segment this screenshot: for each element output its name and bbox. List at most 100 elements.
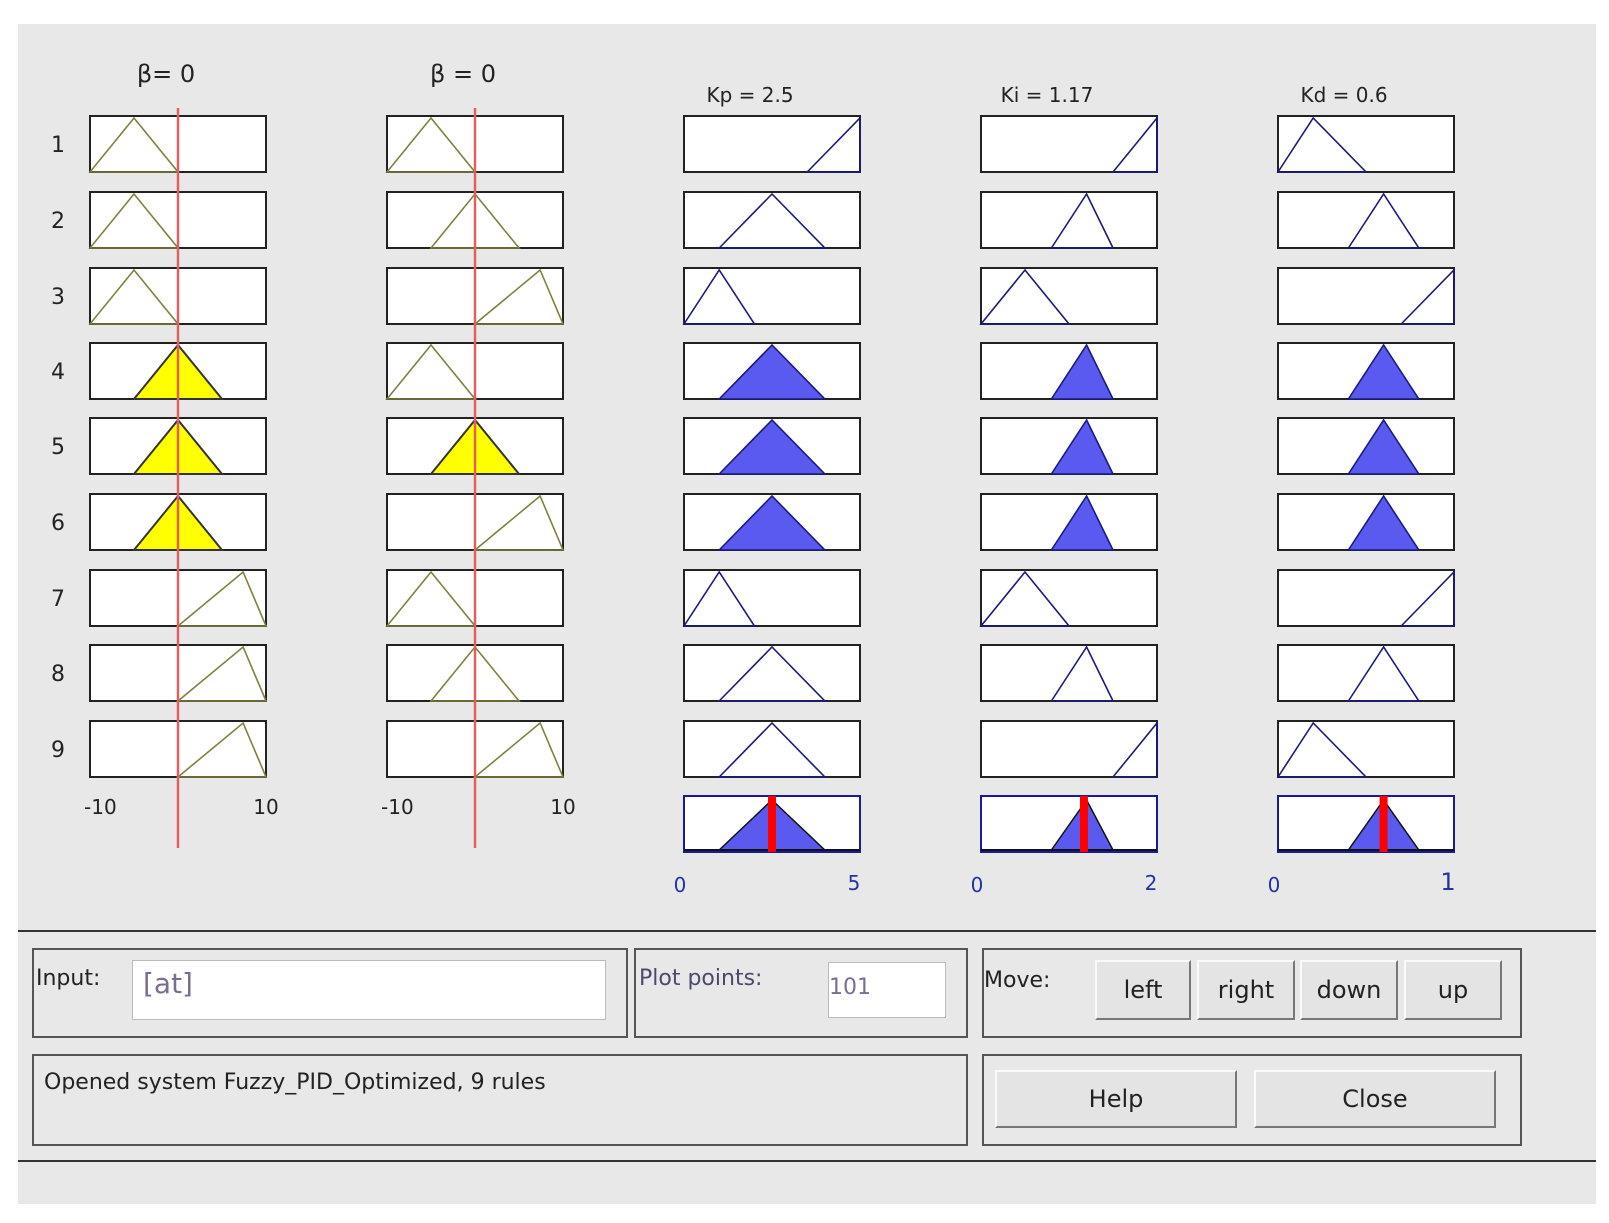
output-1-range-max: 5 xyxy=(848,871,861,895)
rule-1-input1-mf xyxy=(88,116,180,173)
rule-9-kd-box xyxy=(1277,720,1455,778)
plot-points-label: Plot points: xyxy=(639,966,763,991)
move-panel xyxy=(982,948,1522,1038)
rule-9-input1-mf xyxy=(175,721,268,778)
rule-number-4: 4 xyxy=(51,360,65,385)
rule-number-6: 6 xyxy=(51,511,65,536)
move-down-button[interactable]: down xyxy=(1300,960,1398,1020)
rule-3-kp-box xyxy=(683,267,861,325)
rule-2-kp-box xyxy=(683,191,861,249)
rule-3-kp-mf xyxy=(682,268,756,325)
output-kp-header: Kp = 2.5 xyxy=(706,83,793,107)
rule-7-input1-mf xyxy=(175,570,268,627)
rule-number-3: 3 xyxy=(51,285,65,310)
rule-6-ki-mf xyxy=(1049,494,1115,551)
move-label: Move: xyxy=(984,968,1051,993)
rule-3-kd-mf xyxy=(1399,268,1455,325)
rule-3-kd-box xyxy=(1277,267,1455,325)
input-2-range-min: -10 xyxy=(381,795,414,819)
input-1-header: β= 0 xyxy=(137,60,195,88)
input-2-range-max: 10 xyxy=(550,795,575,819)
rule-9-kd-mf xyxy=(1276,721,1368,778)
rule-number-8: 8 xyxy=(51,662,65,687)
rule-2-ki-mf xyxy=(1049,192,1115,249)
rule-2-kd-mf xyxy=(1346,192,1421,249)
rule-2-input1-mf xyxy=(88,192,180,249)
rule-1-ki-mf xyxy=(1111,115,1158,173)
rule-3-ki-box xyxy=(980,267,1158,325)
rule-7-kp-box xyxy=(683,569,861,627)
output-1-range-min: 0 xyxy=(674,873,687,897)
rule-3-input1-mf xyxy=(88,268,180,325)
rule-7-ki-box xyxy=(980,569,1158,627)
output-kd-header: Kd = 0.6 xyxy=(1300,83,1387,107)
rule-8-ki-mf xyxy=(1049,645,1115,702)
move-left-label: left xyxy=(1123,976,1163,1004)
rule-1-kd-mf xyxy=(1276,116,1368,173)
status-panel: Opened system Fuzzy_PID_Optimized, 9 rul… xyxy=(32,1054,968,1146)
rule-8-input1-mf xyxy=(175,645,268,702)
rule-6-kd-mf xyxy=(1346,494,1421,551)
help-close-panel xyxy=(982,1054,1522,1146)
rule-9-ki-box xyxy=(980,720,1158,778)
rule-1-input2-mf xyxy=(385,116,477,173)
rule-4-input2-mf xyxy=(385,343,477,400)
rule-2-kp-mf xyxy=(717,192,827,249)
rule-7-input2-mf xyxy=(385,570,477,627)
rule-8-kp-mf xyxy=(717,645,827,702)
plot-points-field[interactable]: 101 xyxy=(828,962,946,1018)
rule-5-kd-mf xyxy=(1346,418,1421,475)
move-right-button[interactable]: right xyxy=(1197,960,1295,1020)
input-1-range-max: 10 xyxy=(253,795,278,819)
rule-4-kd-mf xyxy=(1346,343,1421,400)
rule-4-ki-mf xyxy=(1049,343,1115,400)
input-2-header: β = 0 xyxy=(430,60,496,88)
rule-5-ki-mf xyxy=(1049,418,1115,475)
close-label: Close xyxy=(1342,1085,1408,1113)
rule-number-2: 2 xyxy=(51,209,65,234)
rule-1-kd-box xyxy=(1277,115,1455,173)
move-up-button[interactable]: up xyxy=(1404,960,1502,1020)
move-left-button[interactable]: left xyxy=(1095,960,1191,1020)
input-1-range-min: -10 xyxy=(84,795,117,819)
rule-1-kp-box xyxy=(683,115,861,173)
rule-7-ki-mf xyxy=(979,570,1071,627)
plot-points-panel xyxy=(634,948,968,1038)
move-right-label: right xyxy=(1217,976,1275,1004)
rule-number-5: 5 xyxy=(51,435,65,460)
move-down-label: down xyxy=(1316,976,1382,1004)
status-text: Opened system Fuzzy_PID_Optimized, 9 rul… xyxy=(44,1070,546,1095)
rule-9-input2-mf xyxy=(472,721,565,778)
move-up-label: up xyxy=(1437,976,1469,1004)
rule-3-input2-mf xyxy=(472,268,565,325)
bottom-divider xyxy=(18,1160,1596,1162)
output-3-range-max: 1 xyxy=(1440,868,1455,896)
input-field[interactable]: [at] xyxy=(132,960,606,1020)
rule-9-ki-mf xyxy=(1111,720,1158,778)
rule-number-9: 9 xyxy=(51,738,65,763)
rule-viewer-window: 1 2 3 4 5 6 7 8 9 β= 0 -10 10 β = 0 -10 10 Kp = 2.5 0 5 Ki… xyxy=(18,24,1596,1204)
output-2-range-min: 0 xyxy=(971,873,984,897)
rule-9-kp-mf xyxy=(717,721,827,778)
help-label: Help xyxy=(1088,1085,1144,1113)
rule-8-kp-box xyxy=(683,644,861,702)
rule-3-ki-mf xyxy=(979,268,1071,325)
rule-5-kp-mf xyxy=(717,418,827,475)
rule-7-kd-mf xyxy=(1399,570,1455,627)
rule-8-kd-mf xyxy=(1346,645,1421,702)
output-3-range-min: 0 xyxy=(1268,873,1281,897)
top-divider xyxy=(18,930,1596,932)
rule-1-kp-mf xyxy=(805,116,861,173)
rule-6-kp-mf xyxy=(717,494,827,551)
help-button[interactable]: Help xyxy=(995,1070,1237,1128)
rule-9-kp-box xyxy=(683,720,861,778)
input-panel xyxy=(32,948,628,1038)
output-2-range-max: 2 xyxy=(1145,871,1158,895)
rule-1-ki-box xyxy=(980,115,1158,173)
close-button[interactable]: Close xyxy=(1254,1070,1496,1128)
rule-7-kp-mf xyxy=(682,570,756,627)
rule-number-1: 1 xyxy=(51,133,65,158)
rule-number-7: 7 xyxy=(51,587,65,612)
rule-6-input2-mf xyxy=(472,494,565,551)
